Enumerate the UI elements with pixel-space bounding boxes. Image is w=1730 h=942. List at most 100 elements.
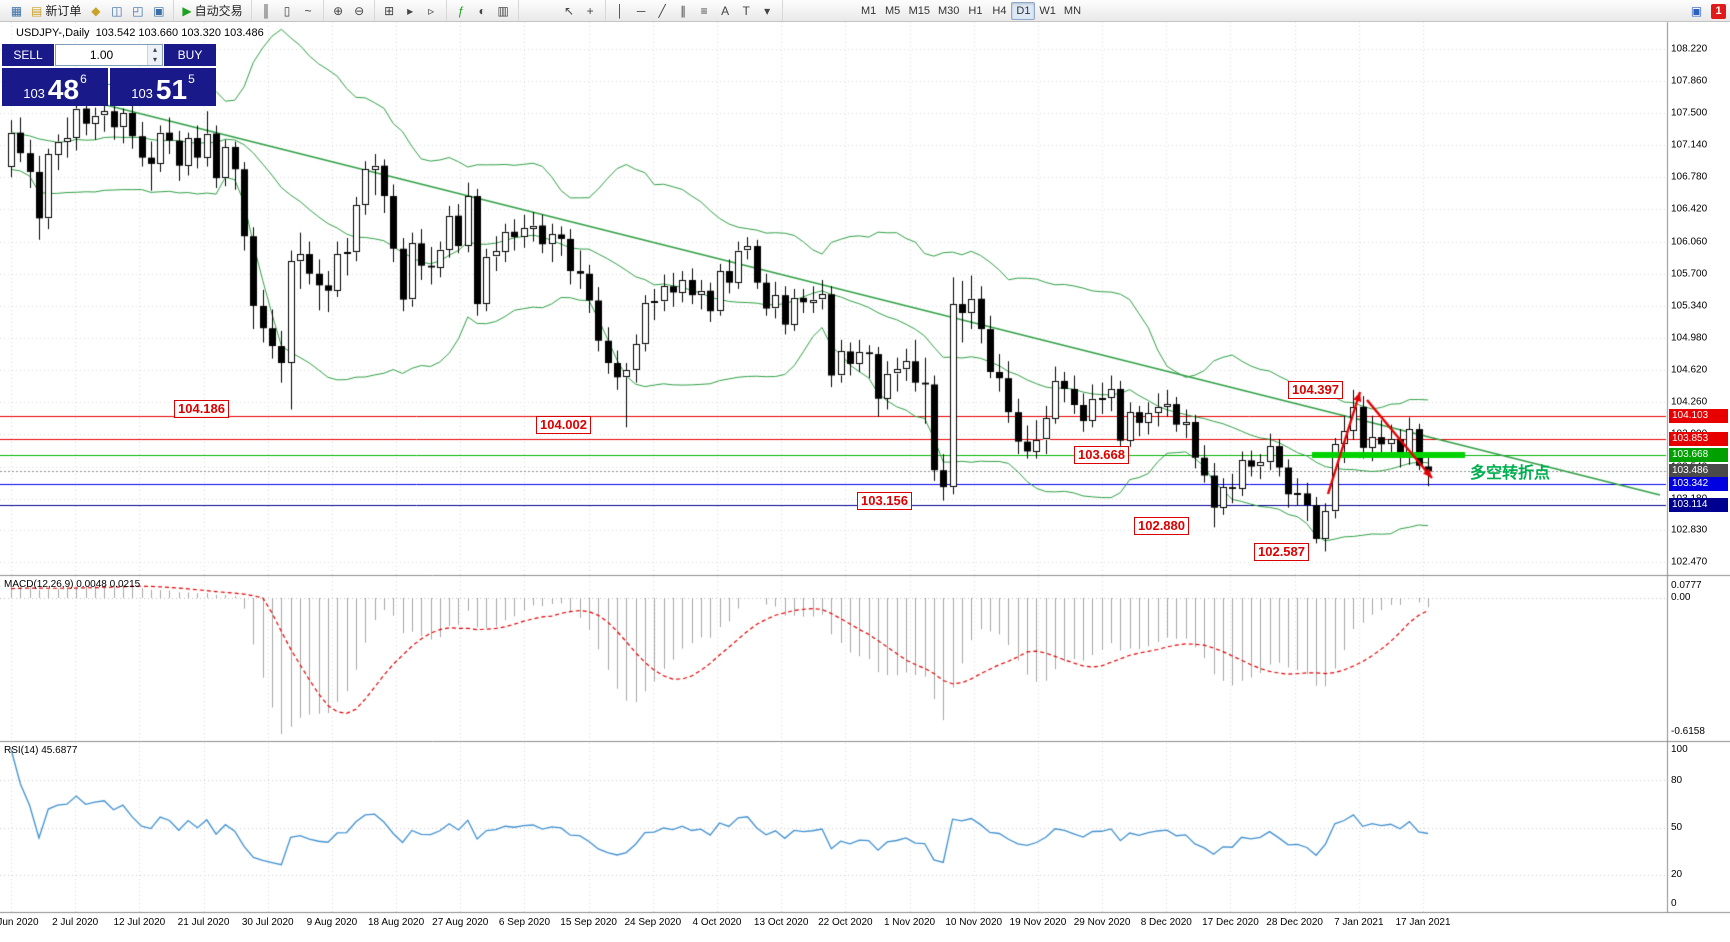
cursor-icon: ↖ (564, 3, 575, 18)
chart-shift-button[interactable]: ▹ (421, 2, 442, 20)
symbols-icon: ◆ (91, 3, 101, 18)
toolbar-group-icons: ▦ ▤ 新订单 ◆ ◫ ◰ ▣ (2, 0, 175, 21)
channel-icon: ∥ (680, 3, 687, 18)
toolbar-group-icons: ▶ 自动交易 (174, 0, 252, 21)
periods-icon: ◐ (478, 3, 486, 18)
volume-spinner: ▴ ▾ (147, 45, 162, 65)
toolbar-group-icons: ⊕ ⊖ (324, 0, 375, 21)
crosshair-button[interactable]: + (580, 2, 601, 20)
timeframe-m15-button[interactable]: M15 (905, 2, 934, 20)
vertical-line-button[interactable]: │ (610, 2, 631, 20)
trendline-button[interactable]: ╱ (652, 2, 673, 20)
candlestick-chart-icon: ▯ (283, 3, 291, 18)
rsi-axis-0: 0 (1671, 898, 1677, 909)
new-chart-icon: ▦ (10, 3, 23, 18)
timeframe-m1-button[interactable]: M1 (857, 2, 881, 20)
timeframe-m30-button[interactable]: M30 (934, 2, 963, 20)
new-order-button[interactable]: ▤ 新订单 (27, 2, 85, 20)
volume-up-icon[interactable]: ▴ (148, 45, 162, 55)
auto-trading-button[interactable]: ▶ 自动交易 (178, 2, 246, 20)
timeframe-h1-button-label: H1 (968, 4, 983, 17)
templates-icon: ▥ (497, 3, 509, 18)
chart-symbol-period: USDJPY-,Daily (16, 27, 90, 39)
text-button[interactable]: A (715, 2, 736, 20)
toolbar-group-timeframes: M1 M5 M15 M30 H1 H4 D1 W1 MN (853, 0, 1089, 21)
timeframe-h4-button-label: H4 (992, 4, 1007, 17)
auto-scroll-icon: ▸ (407, 3, 414, 18)
macd-axis-zero: 0.00 (1671, 592, 1691, 603)
timeframe-h1-button[interactable]: H1 (963, 2, 987, 20)
sell-price-pip: 6 (80, 72, 87, 86)
sell-button[interactable]: SELL (2, 44, 54, 66)
data-window-button[interactable]: ◰ (127, 2, 148, 20)
periods-button[interactable]: ◐ (472, 2, 493, 20)
templates-button[interactable]: ▥ (493, 2, 514, 20)
timeframe-mn-button[interactable]: MN (1060, 2, 1085, 20)
cursor-button[interactable]: ↖ (559, 2, 580, 20)
data-window-icon: ◰ (132, 3, 144, 18)
zoom-in-button[interactable]: ⊕ (328, 2, 349, 20)
volume-input[interactable]: 1.00 (89, 48, 114, 62)
new-chart-button[interactable]: ▦ (6, 2, 27, 20)
chart-title: USDJPY-,Daily 103.542 103.660 103.320 103… (16, 27, 264, 39)
macd-axis-min: -0.6158 (1671, 726, 1705, 737)
toolbar-group-icons: ║ ▯ ~ (252, 0, 324, 21)
alert-count-badge[interactable]: 1 (1711, 3, 1726, 19)
chart-shift-icon: ▹ (428, 3, 435, 18)
label-icon: T (742, 3, 750, 18)
terminal-button[interactable]: ▣ (148, 2, 169, 20)
tile-windows-button[interactable]: ⊞ (379, 2, 400, 20)
rsi-axis-50: 50 (1671, 822, 1683, 833)
toolbar-group-icons: ƒ ◐ ▥ (447, 0, 519, 21)
volume-down-icon[interactable]: ▾ (148, 55, 162, 65)
chart-ohlc-values: 103.542 103.660 103.320 103.486 (95, 27, 264, 39)
timeframe-m5-button-label: M5 (884, 4, 901, 17)
bar-chart-icon: ║ (261, 3, 271, 18)
auto-trading-button-label: 自动交易 (194, 4, 243, 18)
timeframe-d1-button[interactable]: D1 (1011, 1, 1036, 20)
channel-button[interactable]: ∥ (673, 2, 694, 20)
line-chart-icon: ~ (304, 3, 312, 18)
turning-point-note: 多空转折点 (1470, 465, 1551, 482)
trendline-icon: ╱ (658, 3, 666, 18)
zoom-out-button[interactable]: ⊖ (349, 2, 370, 20)
rsi-axis-100: 100 (1671, 744, 1688, 755)
market-watch-button[interactable]: ◫ (106, 2, 127, 20)
toolbar-group-icons: │ ─ ╱ ∥ ≡ A T ▾ (606, 0, 783, 21)
fibonacci-icon: ≡ (700, 3, 708, 18)
rsi-axis-80: 80 (1671, 775, 1683, 786)
horizontal-line-icon: ─ (636, 3, 646, 18)
sell-price-button[interactable]: 103 48 6 (2, 68, 108, 106)
shapes-icon: ▾ (764, 3, 771, 18)
buy-price-button[interactable]: 103 51 5 (110, 68, 216, 106)
auto-scroll-button[interactable]: ▸ (400, 2, 421, 20)
rsi-axis-20: 20 (1671, 869, 1683, 880)
fibonacci-button[interactable]: ≡ (694, 2, 715, 20)
buy-button[interactable]: BUY (164, 44, 216, 66)
indicators-button[interactable]: ƒ (451, 2, 472, 20)
macd-label: MACD(12,26,9) 0.0048 0.0215 (4, 579, 141, 590)
news-icon[interactable]: ▣ (1690, 4, 1703, 18)
horizontal-line-button[interactable]: ─ (631, 2, 652, 20)
timeframe-mn-button-label: MN (1063, 4, 1082, 17)
toolbar-group-icons: ⊞ ▸ ▹ (375, 0, 447, 21)
volume-field: 1.00 ▴ ▾ (55, 44, 163, 66)
terminal-icon: ▣ (153, 3, 165, 18)
crosshair-icon: + (586, 3, 594, 18)
toolbar-group-icons: ↖ + (555, 0, 606, 21)
timeframe-m5-button[interactable]: M5 (881, 2, 905, 20)
timeframe-d1-button-label: D1 (1016, 4, 1031, 17)
timeframe-m1-button-label: M1 (860, 4, 877, 17)
bar-chart-button[interactable]: ║ (256, 2, 277, 20)
symbols-button[interactable]: ◆ (85, 2, 106, 20)
timeframe-h4-button[interactable]: H4 (987, 2, 1011, 20)
label-button[interactable]: T (736, 2, 757, 20)
sell-price-handle: 103 (23, 85, 45, 101)
shapes-button[interactable]: ▾ (757, 2, 778, 20)
buy-price-pip: 5 (188, 72, 195, 86)
candlestick-chart-button[interactable]: ▯ (277, 2, 298, 20)
new-order-icon: ▤ (31, 3, 43, 18)
line-chart-button[interactable]: ~ (298, 2, 319, 20)
timeframe-w1-button[interactable]: W1 (1035, 2, 1060, 20)
